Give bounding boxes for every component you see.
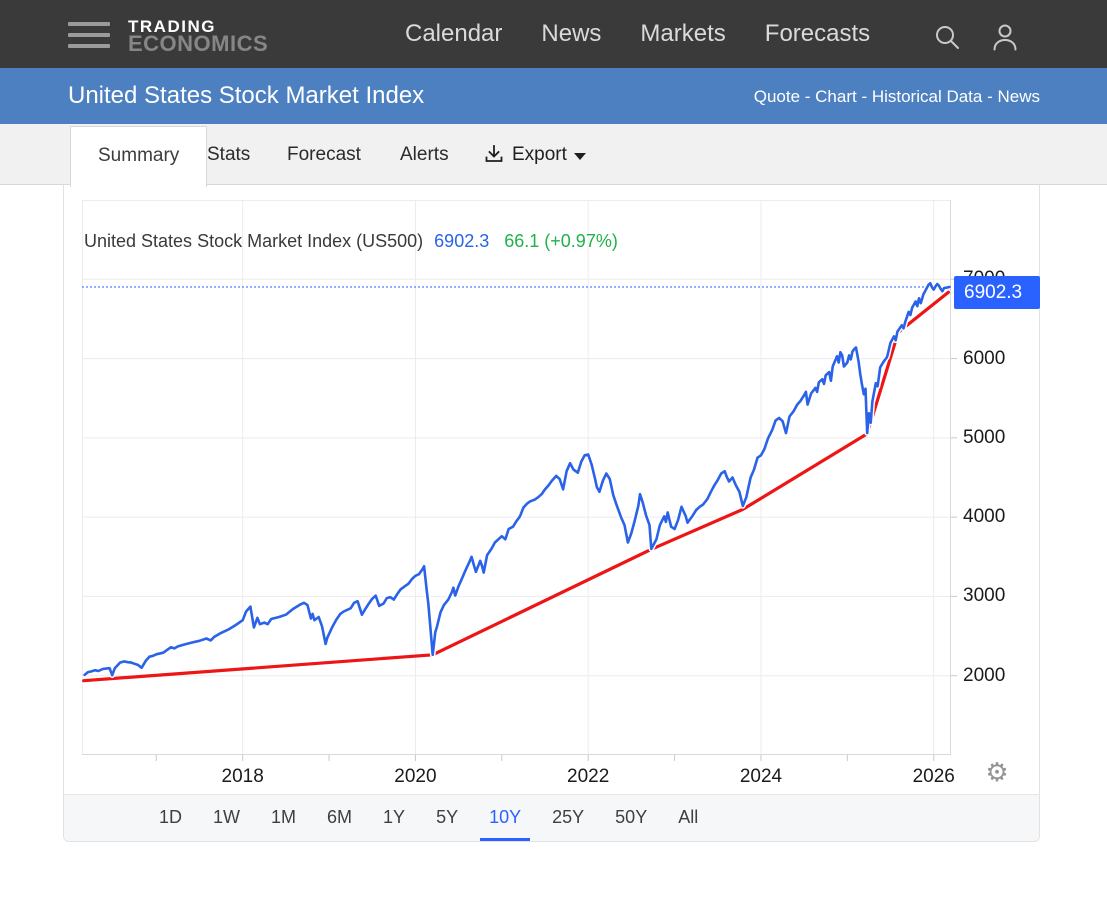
x-axis-label: 2026 [912,766,955,787]
link-separator: - [800,87,816,106]
search-icon[interactable] [932,22,962,52]
link-quote[interactable]: Quote [753,87,801,106]
tab-forecast[interactable]: Forecast [287,144,361,165]
user-icon[interactable] [988,22,1022,54]
logo[interactable]: TRADING ECONOMICS [128,18,268,55]
range-all[interactable]: All [678,807,699,827]
link-historical-data[interactable]: Historical Data [871,87,983,106]
chart-title: United States Stock Market Index (US500) [84,231,424,251]
range-1d[interactable]: 1D [159,807,183,827]
range-5y[interactable]: 5Y [436,807,459,827]
export-button[interactable]: Export [483,124,586,185]
x-axis-label: 2024 [739,766,783,787]
download-icon [485,144,503,162]
y-axis-label: 3000 [963,585,1006,607]
tab-summary[interactable]: Summary [70,126,208,187]
nav-item-calendar[interactable]: Calendar [405,20,503,47]
page-title: United States Stock Market Index [68,82,425,109]
nav-item-news[interactable]: News [541,20,602,47]
export-label: Export [512,143,567,165]
price-chart[interactable] [82,200,958,762]
caret-down-icon [573,152,586,160]
nav-item-forecasts[interactable]: Forecasts [764,20,871,47]
link-separator: - [856,87,872,106]
menu-icon[interactable] [68,22,110,49]
logo-trading: TRADING [128,17,216,36]
y-axis-label: 5000 [963,426,1006,448]
range-1y[interactable]: 1Y [383,807,406,827]
tab-alerts[interactable]: Alerts [400,144,449,165]
link-news[interactable]: News [997,87,1040,106]
x-axis-label: 2018 [221,766,264,787]
chart-card: United States Stock Market Index (US500)… [63,185,1040,842]
chart-heading: United States Stock Market Index (US500)… [84,231,618,252]
link-chart[interactable]: Chart [815,87,857,106]
subheader-bar: United States Stock Market Index Quote -… [0,68,1107,124]
range-10y[interactable]: 10Y [480,795,531,841]
x-axis-label: 2022 [567,766,610,787]
chart-last-value: 6902.3 [434,231,490,251]
logo-economics: ECONOMICS [128,31,269,56]
y-axis-label: 4000 [963,506,1006,528]
y-axis-label: 6000 [963,347,1006,369]
y-axis-label: 2000 [963,664,1006,686]
gear-icon[interactable] [982,757,1012,787]
tab-bar: Summary Stats Forecast Alerts Export [0,124,1107,187]
range-selector: 1D 1W 1M 6M 1Y 5Y 10Y 25Y 50Y All [64,794,1039,841]
top-navigation-bar: TRADING ECONOMICS Calendar News Markets … [0,0,1107,68]
chart-change: 66.1 (+0.97%) [504,231,618,251]
range-25y[interactable]: 25Y [552,807,585,827]
range-6m[interactable]: 6M [327,807,353,827]
nav-links: Calendar News Markets Forecasts [405,0,870,68]
link-separator: - [982,87,998,106]
nav-item-markets[interactable]: Markets [640,20,726,47]
range-1m[interactable]: 1M [271,807,297,827]
current-price-badge: 6902.3 [954,276,1040,309]
range-1w[interactable]: 1W [213,807,241,827]
x-axis-label: 2020 [394,766,437,787]
subheader-links: Quote - Chart - Historical Data - News [754,68,1040,124]
range-50y[interactable]: 50Y [615,807,648,827]
tab-stats[interactable]: Stats [207,144,251,165]
